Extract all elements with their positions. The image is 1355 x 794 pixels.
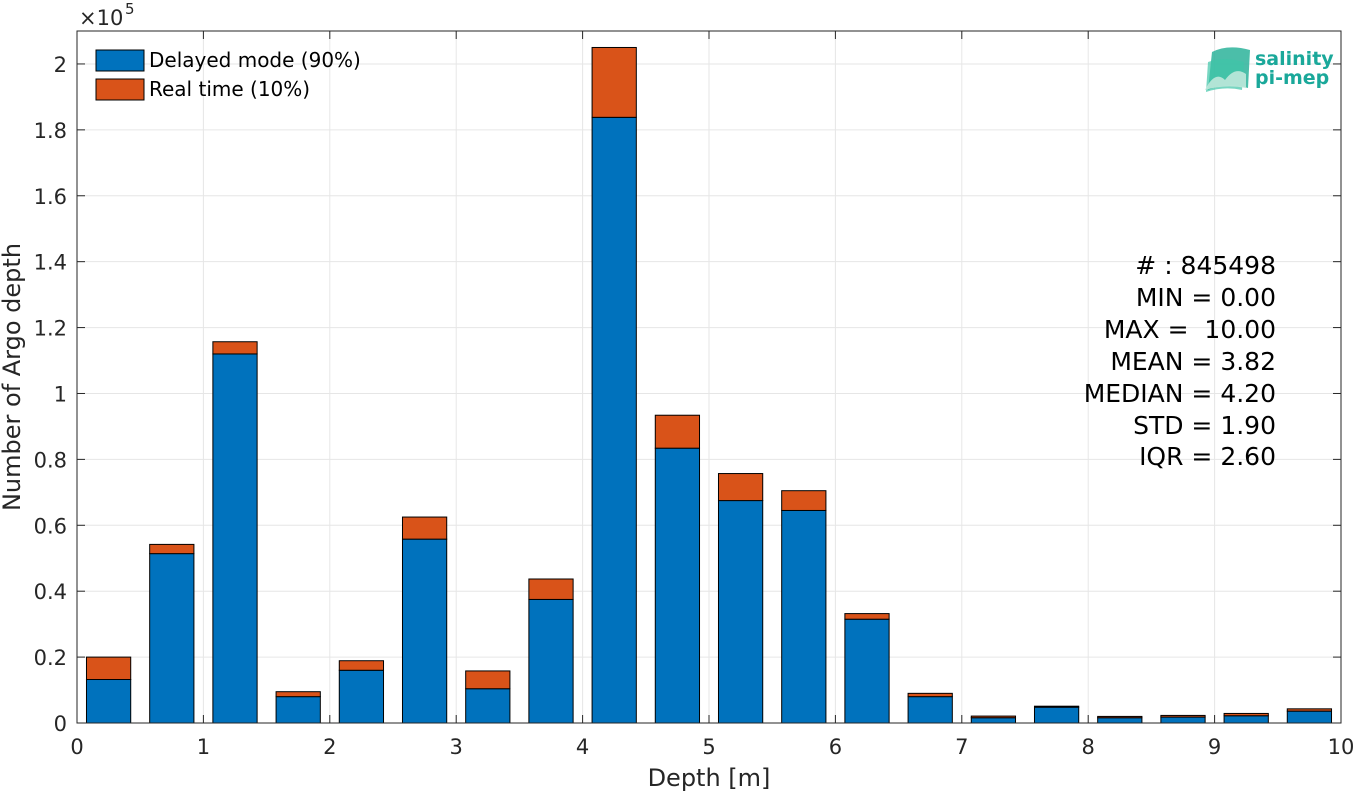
- grid-lines: [76, 31, 1342, 724]
- x-tick-label: 8: [1082, 735, 1095, 759]
- logo-line1: salinity: [1255, 48, 1334, 70]
- bar-real-time: [654, 414, 701, 449]
- bar-real-time: [1033, 705, 1080, 708]
- y-axis-multiplier: ×10 5: [79, 0, 135, 30]
- x-tick-label: 6: [829, 735, 842, 759]
- bar-delayed-mode: [212, 353, 258, 724]
- bars: [85, 46, 1333, 724]
- y-tick-label: 2: [54, 53, 67, 77]
- bar-real-time: [401, 516, 448, 540]
- x-tick-label: 10: [1328, 735, 1355, 759]
- y-tick-label: 1: [54, 382, 67, 406]
- legend-label-delayed: Delayed mode (90%): [149, 48, 361, 72]
- bar-delayed-mode: [1223, 715, 1269, 724]
- bar-real-time: [970, 715, 1017, 719]
- bar-real-time: [149, 543, 195, 555]
- bar-real-time: [275, 691, 321, 698]
- legend-swatch-delayed: [95, 49, 145, 72]
- bar-real-time: [844, 613, 890, 620]
- bar-delayed-mode: [1160, 716, 1206, 724]
- y-tick-label: 1.6: [34, 185, 67, 209]
- bar-delayed-mode: [149, 553, 195, 724]
- bar-delayed-mode: [844, 618, 890, 724]
- x-tick-label: 1: [197, 735, 210, 759]
- bar-real-time: [781, 490, 827, 511]
- y-tick-label: 0: [54, 712, 67, 736]
- x-tick-label: 2: [323, 735, 336, 759]
- y-tick-label: 0.6: [34, 514, 67, 538]
- x-tick-label: 5: [702, 735, 715, 759]
- bar-real-time: [1160, 714, 1206, 718]
- stat-count: # : 845498: [1135, 251, 1276, 280]
- bar-real-time: [1097, 715, 1143, 719]
- bar-real-time: [465, 670, 511, 690]
- bar-delayed-mode: [970, 717, 1017, 724]
- bar-delayed-mode: [591, 116, 637, 724]
- y-tick-label: 1.4: [34, 251, 67, 275]
- y-tick-label: 0.8: [34, 448, 67, 472]
- salinity-pimep-logo: salinity pi-mep: [1205, 47, 1334, 92]
- legend-swatch-realtime: [95, 78, 145, 101]
- y-tick-label: 1.8: [34, 119, 67, 143]
- stat-mean: MEAN = 3.82: [1110, 347, 1276, 376]
- bar-delayed-mode: [275, 696, 321, 724]
- bar-real-time: [338, 660, 385, 671]
- bar-delayed-mode: [1033, 706, 1080, 724]
- stat-median: MEDIAN = 4.20: [1084, 379, 1276, 408]
- bar-real-time: [907, 692, 953, 698]
- x-tick-label: 3: [450, 735, 463, 759]
- bar-delayed-mode: [1097, 717, 1143, 724]
- statistics-box: # : 845498 MIN = 0.00 MAX = 10.00 MEAN =…: [1084, 251, 1276, 471]
- bar-delayed-mode: [401, 538, 448, 724]
- y-tick-label: 0.4: [34, 580, 67, 604]
- stat-std: STD = 1.90: [1133, 411, 1276, 440]
- bar-delayed-mode: [465, 688, 511, 724]
- legend: Delayed mode (90%) Real time (10%): [95, 48, 361, 101]
- bar-real-time: [717, 473, 764, 502]
- y-tick-label: 0.2: [34, 646, 67, 670]
- bar-delayed-mode: [528, 598, 574, 724]
- bar-delayed-mode: [717, 500, 764, 724]
- y-tick-label: 1.2: [34, 317, 67, 341]
- wave-logo-icon: [1205, 47, 1250, 92]
- bar-real-time: [85, 656, 132, 681]
- bar-delayed-mode: [85, 679, 132, 724]
- x-tick-label: 7: [955, 735, 968, 759]
- stat-min: MIN = 0.00: [1136, 283, 1276, 312]
- bar-delayed-mode: [907, 696, 953, 724]
- stat-iqr: IQR = 2.60: [1139, 442, 1276, 471]
- x-tick-label: 0: [70, 735, 83, 759]
- x-axis-label: Depth [m]: [648, 764, 771, 792]
- legend-label-realtime: Real time (10%): [149, 77, 310, 101]
- bar-delayed-mode: [338, 669, 385, 724]
- x-tick-label: 9: [1208, 735, 1221, 759]
- bar-real-time: [528, 578, 574, 600]
- bar-delayed-mode: [1286, 710, 1333, 724]
- logo-line2: pi-mep: [1255, 67, 1329, 89]
- y-exponent-text: 5: [125, 0, 135, 18]
- bar-delayed-mode: [781, 509, 827, 724]
- bar-real-time: [1286, 708, 1333, 712]
- ticks: 0 1 2 3 4 5 6 7 8 9 10 0 0.2 0.4 0.6 0.8 1 1.2 1.4 1.6 1.8 2: [34, 31, 1355, 759]
- x-tick-label: 4: [576, 735, 589, 759]
- bar-real-time: [1223, 712, 1269, 717]
- stat-max: MAX = 10.00: [1104, 315, 1276, 344]
- bar-real-time: [591, 46, 637, 118]
- bar-real-time: [212, 341, 258, 355]
- bar-delayed-mode: [654, 447, 701, 724]
- y-axis-label: Number of Argo depth: [0, 243, 26, 511]
- y-multiplier-text: ×10: [79, 6, 123, 30]
